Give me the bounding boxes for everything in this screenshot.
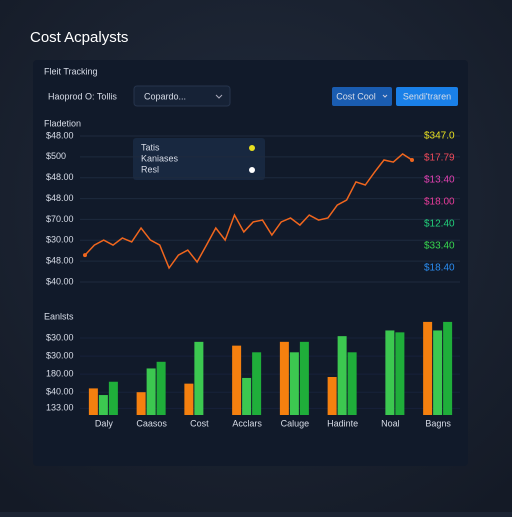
- bar: [385, 330, 395, 415]
- bar: [289, 352, 299, 415]
- bar: [252, 352, 262, 415]
- bar: [433, 330, 443, 415]
- y-tick-label: $30.00: [46, 235, 74, 245]
- legend-label: Tatis: [141, 142, 160, 152]
- y-tick-label: 133.00: [46, 403, 74, 413]
- right-label: $347.0: [424, 131, 455, 142]
- bar: [242, 377, 252, 415]
- y-tick-label: $30.00: [46, 332, 74, 342]
- legend-label: Kaniases: [141, 153, 179, 163]
- y-tick-label: $48.00: [46, 172, 74, 182]
- button-arrow: [382, 94, 388, 98]
- x-tick-label: Caasos: [136, 418, 167, 428]
- y-tick-label: $70.00: [46, 214, 74, 224]
- button-text: Cost Cool: [336, 91, 376, 101]
- bar: [443, 321, 453, 415]
- dropdown[interactable]: [133, 85, 231, 107]
- chart-title: Fladetion: [44, 118, 81, 128]
- right-label: $18.40: [424, 263, 455, 274]
- x-tick-label: Cost: [190, 418, 209, 428]
- right-label: $12.40: [424, 219, 455, 230]
- bar: [279, 341, 289, 415]
- bar: [146, 368, 156, 415]
- line: [84, 153, 413, 270]
- y-tick-label: $30.00: [46, 350, 74, 360]
- bar: [395, 332, 405, 415]
- y-tick-label: $40.00: [46, 276, 74, 286]
- dropdown-arrow: [215, 94, 223, 99]
- y-tick-label: $48.00: [46, 256, 74, 266]
- bar: [347, 352, 357, 415]
- bar: [98, 395, 108, 415]
- chart-title: Eanlsts: [44, 311, 74, 321]
- right-label: $18.00: [424, 197, 455, 208]
- right-label: $33.40: [424, 241, 455, 252]
- legend-box: [133, 138, 265, 180]
- x-tick-label: Hadinte: [327, 418, 358, 428]
- y-tick-label: 180.00: [46, 369, 74, 379]
- bar: [184, 383, 194, 415]
- bar: [232, 345, 242, 415]
- bar: [194, 341, 204, 415]
- panel-title: Fleit Tracking: [44, 66, 98, 76]
- x-tick-label: Noal: [381, 418, 400, 428]
- right-label: $17.79: [424, 153, 455, 164]
- filter-label: Haoprod O: Tollis: [48, 91, 117, 101]
- legend-dot: [249, 167, 255, 173]
- bar: [327, 377, 337, 415]
- y-tick-label: $40.00: [46, 387, 74, 397]
- y-tick-label: $500: [46, 151, 66, 161]
- x-tick-label: Daly: [95, 418, 114, 428]
- y-tick-label: $48.00: [46, 193, 74, 203]
- y-tick-label: $48.00: [46, 130, 74, 140]
- bar: [337, 336, 347, 415]
- legend-label: Resl: [141, 164, 159, 174]
- legend-dot: [249, 145, 255, 151]
- x-tick-label: Caluge: [281, 418, 310, 428]
- bar: [88, 388, 98, 415]
- dropdown-text: Copardo...: [144, 91, 186, 101]
- button-text: Sendi'traren: [403, 91, 451, 101]
- x-tick-label: Acclars: [232, 418, 262, 428]
- bar: [136, 392, 146, 415]
- bar: [423, 321, 433, 415]
- app-title: Cost Acpalysts: [30, 29, 128, 46]
- bar: [299, 341, 309, 415]
- x-tick-label: Bagns: [425, 418, 451, 428]
- bar: [108, 381, 118, 415]
- button[interactable]: [396, 87, 458, 106]
- point: [410, 157, 414, 162]
- bar: [156, 361, 166, 415]
- button[interactable]: [332, 87, 392, 106]
- right-label: $13.40: [424, 175, 455, 186]
- point: [83, 253, 87, 258]
